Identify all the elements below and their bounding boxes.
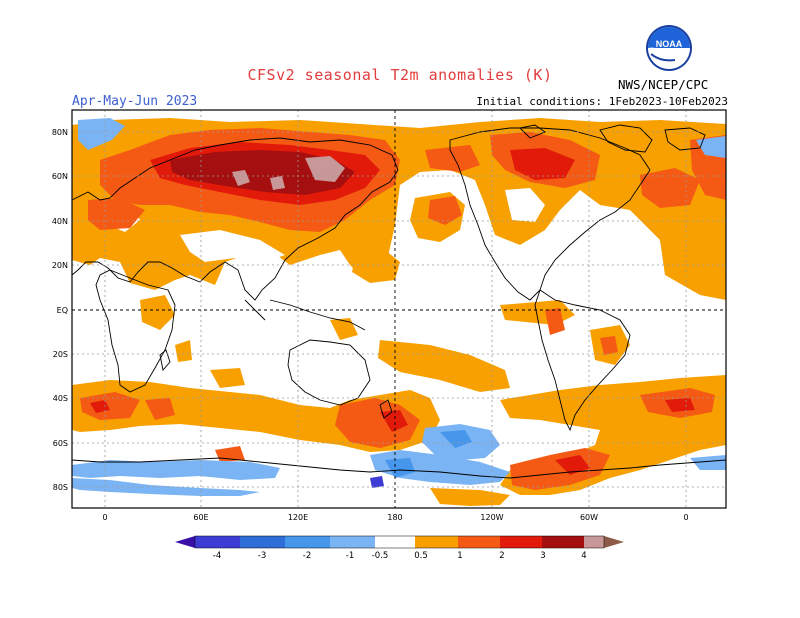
- lon-label: 120W: [480, 513, 503, 522]
- colorbar-tick: -1: [346, 551, 354, 561]
- initial-conditions-label: Initial conditions: 1Feb2023-10Feb2023: [476, 95, 728, 108]
- anomaly-field: [72, 110, 726, 508]
- anomaly-region-tropics: [140, 295, 630, 392]
- lat-label: 40S: [53, 394, 68, 403]
- lat-label: 80N: [52, 128, 68, 137]
- anomaly-region-eurasia-warm: [88, 128, 480, 232]
- colorbar-tick: 2: [499, 551, 504, 561]
- anomaly-region-north-america-warm: [428, 132, 726, 225]
- colorbar-tick: 4: [581, 551, 586, 561]
- lon-label: 0: [102, 513, 107, 522]
- map-title: CFSv2 seasonal T2m anomalies (K): [247, 66, 553, 84]
- colorbar-tick: 1: [457, 551, 462, 561]
- lon-label: 60W: [580, 513, 598, 522]
- lat-label: 40N: [52, 217, 68, 226]
- lat-label: 20N: [52, 261, 68, 270]
- lon-label: 180: [387, 513, 402, 522]
- colorbar-tick: -3: [258, 551, 266, 561]
- lat-axis: 80N 60N 40N 20N EQ 20S 40S 60S 80S: [52, 128, 68, 492]
- equator-dateline: [72, 110, 726, 508]
- agency-label: NWS/NCEP/CPC: [618, 77, 709, 92]
- anomaly-region-antarctic-cold: [72, 424, 726, 506]
- colorbar-high-arrow: [604, 536, 624, 548]
- colorbar-swatch: [285, 536, 330, 548]
- colorbar-low-arrow: [175, 536, 195, 548]
- colorbar-swatch: [458, 536, 500, 548]
- colorbar-tick: -2: [303, 551, 311, 561]
- lon-label: 60E: [193, 513, 208, 522]
- anomaly-region-sh-warm: [72, 375, 726, 495]
- map-frame: [71, 109, 727, 509]
- noaa-logo-icon: NOAA: [646, 25, 692, 71]
- lat-label: 80S: [53, 483, 68, 492]
- lat-label: EQ: [57, 306, 68, 315]
- colorbar-tick: -0.5: [372, 551, 389, 561]
- colorbar-swatch: [240, 536, 285, 548]
- lat-label: 60N: [52, 172, 68, 181]
- colorbar-swatch: [584, 536, 604, 548]
- colorbar-swatch: [415, 536, 458, 548]
- colorbar-swatch: [542, 536, 584, 548]
- lon-label: 0: [683, 513, 688, 522]
- colorbar-swatch: [500, 536, 542, 548]
- graticule: [72, 110, 726, 508]
- lon-axis: 0 60E 120E 180 120W 60W 0: [102, 513, 688, 522]
- colorbar-swatch: [195, 536, 240, 548]
- colorbar-swatch: [330, 536, 375, 548]
- lat-label: 20S: [53, 350, 68, 359]
- season-label: Apr-May-Jun 2023: [72, 94, 198, 109]
- colorbar-tick: 0.5: [414, 551, 428, 561]
- lat-label: 60S: [53, 439, 68, 448]
- anomaly-region-arctic-cold: [78, 118, 726, 158]
- colorbar-tick: -4: [213, 551, 221, 561]
- colorbar: -4 -3 -2 -1 -0.5 0.5 1 2 3 4: [175, 535, 624, 561]
- colorbar-swatch: [375, 536, 415, 548]
- lon-label: 120E: [288, 513, 308, 522]
- noaa-logo-text: NOAA: [656, 39, 683, 49]
- colorbar-tick: 3: [540, 551, 545, 561]
